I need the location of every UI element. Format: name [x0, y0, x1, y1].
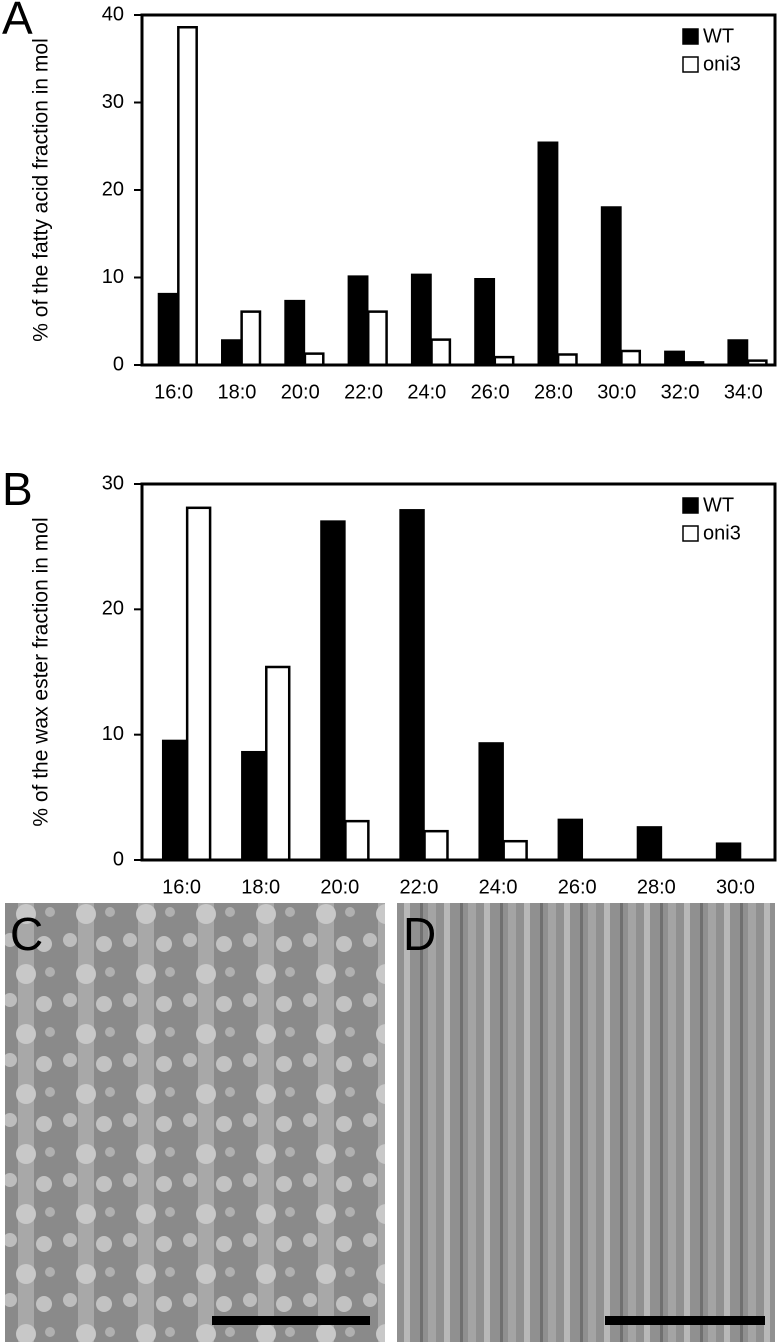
y-tick-label: 30 — [102, 91, 124, 113]
bar — [161, 739, 188, 862]
y-tick-label: 0 — [113, 353, 124, 375]
y-axis-label: % of the fatty acid fraction in mol — [30, 38, 53, 341]
bar — [557, 818, 584, 862]
y-tick-label: 40 — [102, 3, 124, 25]
bar — [537, 141, 559, 367]
y-tick-label: 10 — [102, 723, 124, 745]
x-tick-label: 30:0 — [716, 876, 755, 898]
bar — [241, 750, 267, 862]
bar — [478, 742, 504, 862]
x-tick-label: 22:0 — [344, 381, 383, 403]
bar — [265, 665, 291, 862]
bar — [284, 299, 306, 367]
legend-label: oni3 — [703, 522, 741, 544]
bar — [320, 520, 346, 862]
x-tick-label: 24:0 — [407, 381, 446, 403]
bar — [636, 826, 663, 862]
y-tick-label: 20 — [102, 598, 124, 620]
panel-label: A — [2, 0, 33, 44]
bar — [185, 506, 212, 862]
bar — [600, 206, 622, 367]
bar — [410, 273, 432, 367]
panel-label: D — [403, 908, 436, 960]
bar — [221, 339, 242, 367]
panel-label: B — [2, 463, 33, 515]
bar — [664, 350, 685, 367]
y-tick-label: 0 — [113, 848, 124, 870]
x-tick-label: 18:0 — [241, 876, 280, 898]
sem-image — [5, 903, 385, 1342]
bar — [430, 338, 452, 367]
y-tick-label: 10 — [102, 266, 124, 288]
x-tick-label: 22:0 — [399, 876, 438, 898]
bar — [474, 278, 496, 367]
legend-swatch — [682, 497, 699, 514]
legend-swatch — [682, 525, 699, 542]
x-tick-label: 32:0 — [661, 381, 700, 403]
y-tick-label: 30 — [102, 472, 124, 494]
x-tick-label: 26:0 — [558, 876, 597, 898]
x-tick-label: 16:0 — [154, 381, 193, 403]
bar — [715, 842, 742, 862]
x-tick-label: 34:0 — [724, 381, 763, 403]
sem-image — [397, 903, 775, 1342]
legend-swatch — [682, 56, 699, 73]
image-c: C — [5, 903, 385, 1342]
bar — [157, 292, 179, 367]
bar — [423, 829, 449, 862]
x-tick-label: 20:0 — [281, 381, 320, 403]
bar — [240, 310, 262, 367]
x-tick-label: 20:0 — [320, 876, 359, 898]
legend-swatch — [682, 28, 699, 45]
bar — [556, 353, 578, 367]
scale-bar — [605, 1316, 765, 1325]
legend-label: WT — [703, 25, 734, 47]
bar — [347, 275, 369, 367]
x-tick-label: 24:0 — [479, 876, 518, 898]
bar — [366, 310, 388, 367]
x-tick-label: 30:0 — [597, 381, 636, 403]
x-tick-label: 28:0 — [637, 876, 676, 898]
legend-label: oni3 — [703, 53, 741, 75]
image-d: D — [397, 903, 775, 1342]
x-tick-label: 18:0 — [217, 381, 256, 403]
bar — [177, 26, 198, 367]
y-tick-label: 20 — [102, 178, 124, 200]
x-tick-label: 26:0 — [471, 381, 510, 403]
bar — [727, 339, 749, 367]
x-tick-label: 16:0 — [162, 876, 201, 898]
bar — [399, 509, 425, 862]
bar — [344, 819, 370, 862]
y-axis-label: % of the wax ester fraction in mol — [30, 517, 53, 826]
plot-frame — [140, 13, 777, 367]
plot-frame — [140, 482, 777, 862]
x-tick-label: 28:0 — [534, 381, 573, 403]
bar — [303, 352, 325, 367]
panel-label: C — [10, 908, 43, 960]
bar — [620, 349, 642, 367]
legend-label: WT — [703, 494, 734, 516]
bar — [502, 839, 528, 862]
scale-bar — [212, 1316, 370, 1325]
